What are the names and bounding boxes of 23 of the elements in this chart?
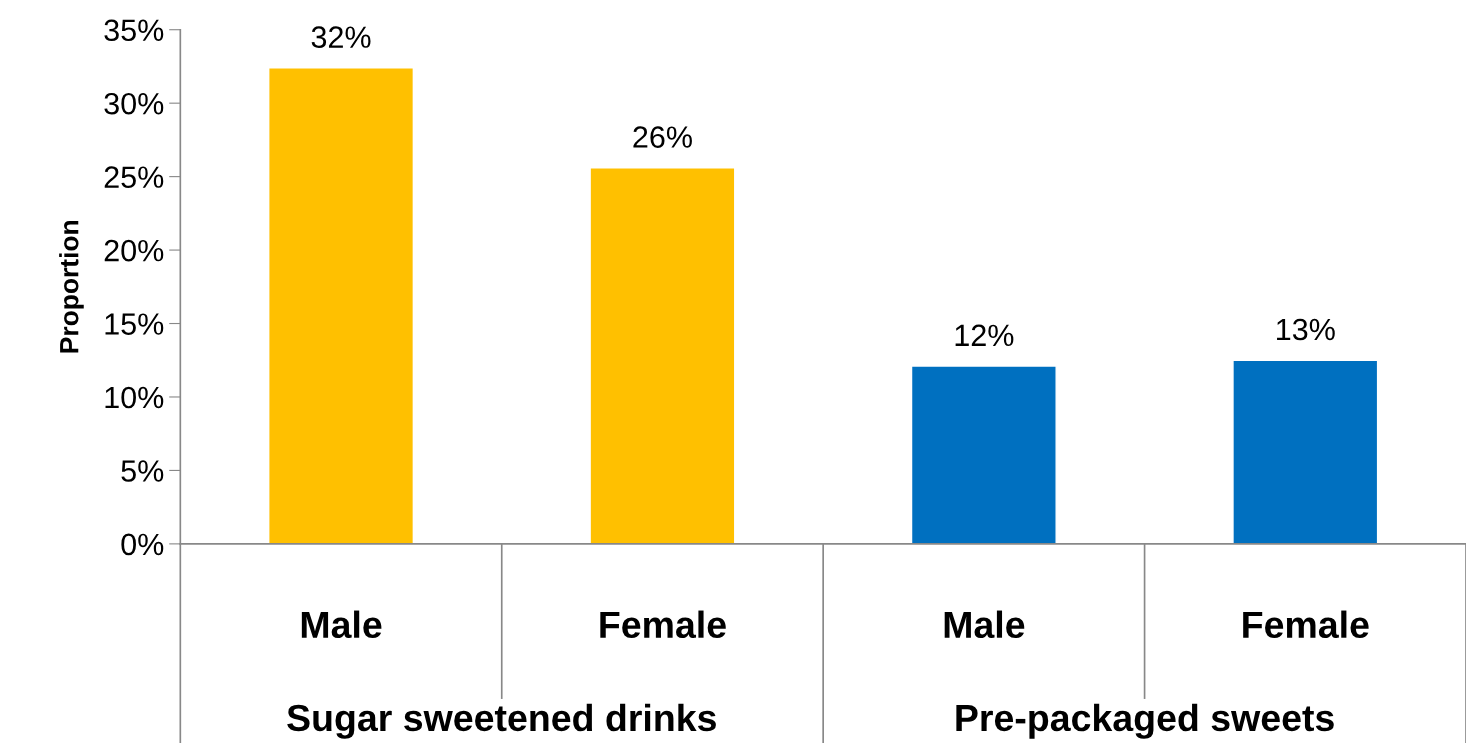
y-axis-title: Proportion <box>59 221 84 353</box>
data-label: 26% <box>633 126 692 148</box>
y-tick-label: 10% <box>105 386 164 409</box>
data-label: 32% <box>311 26 371 48</box>
bar <box>1232 359 1379 544</box>
y-tick-label: 25% <box>104 166 164 188</box>
x-tick-label: Male <box>944 610 1025 639</box>
bar <box>268 67 415 544</box>
x-tick-label: Female <box>600 610 726 639</box>
text: Pre-packaged sweets <box>956 703 1334 739</box>
data-label: 12% <box>955 324 1014 347</box>
y-tick-label: 30% <box>104 92 164 115</box>
text: Sugar sweetened drinks <box>287 703 716 739</box>
data-label: 13% <box>1277 318 1335 341</box>
y-tick-label: 15% <box>105 313 164 335</box>
y-tick-label: 0% <box>121 533 164 556</box>
y-tick-label: 20% <box>104 239 164 262</box>
y-tick-label: 5% <box>121 460 164 482</box>
x-tick-label: Male <box>301 610 382 639</box>
x-tick-label: Female <box>1243 610 1369 639</box>
y-tick-label: 35% <box>104 19 164 42</box>
bar <box>589 167 736 544</box>
bar <box>910 365 1057 544</box>
